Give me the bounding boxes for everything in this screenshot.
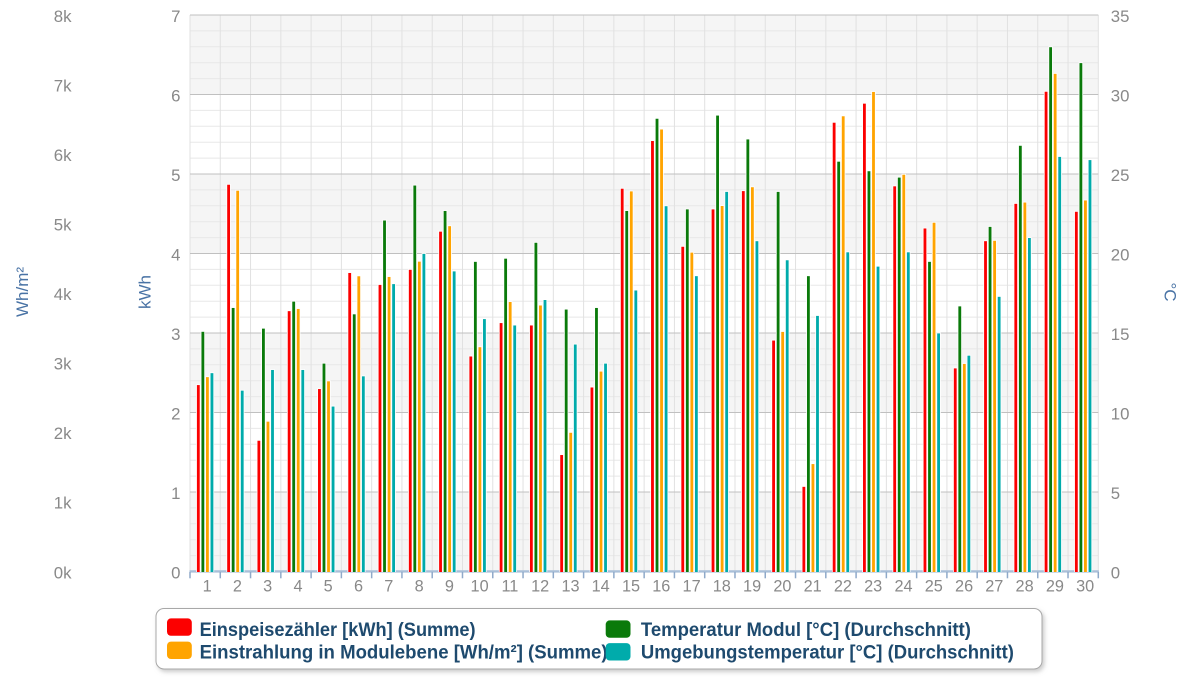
svg-text:Wh/m²: Wh/m² xyxy=(13,267,32,317)
svg-text:5: 5 xyxy=(1111,484,1120,503)
svg-text:0: 0 xyxy=(1111,563,1120,582)
svg-text:4k: 4k xyxy=(54,285,72,304)
svg-text:8: 8 xyxy=(415,578,424,596)
svg-text:15: 15 xyxy=(1111,325,1130,344)
svg-text:1: 1 xyxy=(171,484,180,503)
svg-text:30: 30 xyxy=(1111,86,1130,105)
svg-text:20: 20 xyxy=(1111,245,1130,264)
svg-text:6: 6 xyxy=(354,578,363,596)
svg-text:4: 4 xyxy=(171,245,180,264)
svg-text:3: 3 xyxy=(263,578,272,596)
svg-text:8k: 8k xyxy=(54,7,72,26)
svg-text:18: 18 xyxy=(713,578,731,596)
svg-text:16: 16 xyxy=(652,578,670,596)
svg-text:Einspeisezähler [kWh] (Summe): Einspeisezähler [kWh] (Summe) xyxy=(200,619,476,641)
svg-text:7: 7 xyxy=(171,7,180,26)
svg-text:6k: 6k xyxy=(54,146,72,165)
svg-text:30: 30 xyxy=(1076,578,1094,596)
svg-text:28: 28 xyxy=(1016,578,1034,596)
svg-text:13: 13 xyxy=(561,578,579,596)
svg-text:Temperatur Modul [°C] (Durchsc: Temperatur Modul [°C] (Durchschnitt) xyxy=(641,619,971,641)
svg-text:6: 6 xyxy=(171,86,180,105)
svg-text:0k: 0k xyxy=(54,563,72,582)
svg-text:5: 5 xyxy=(171,166,180,185)
svg-text:15: 15 xyxy=(622,578,640,596)
svg-text:°C: °C xyxy=(1161,282,1180,301)
svg-text:3k: 3k xyxy=(54,355,72,374)
svg-text:2: 2 xyxy=(233,578,242,596)
svg-text:kWh: kWh xyxy=(136,275,155,309)
svg-text:22: 22 xyxy=(834,578,852,596)
svg-text:Einstrahlung in Modulebene [Wh: Einstrahlung in Modulebene [Wh/m²] (Summ… xyxy=(200,641,608,663)
svg-text:17: 17 xyxy=(683,578,701,596)
svg-text:21: 21 xyxy=(804,578,822,596)
svg-text:1k: 1k xyxy=(54,494,72,513)
svg-text:1: 1 xyxy=(203,578,212,596)
svg-text:14: 14 xyxy=(592,578,610,596)
svg-text:7k: 7k xyxy=(54,76,72,95)
svg-text:2k: 2k xyxy=(54,424,72,443)
svg-text:9: 9 xyxy=(445,578,454,596)
svg-text:35: 35 xyxy=(1111,7,1130,26)
svg-text:26: 26 xyxy=(955,578,973,596)
svg-text:2: 2 xyxy=(171,404,180,423)
svg-text:5: 5 xyxy=(324,578,333,596)
svg-text:27: 27 xyxy=(985,578,1003,596)
svg-text:20: 20 xyxy=(773,578,791,596)
svg-text:Umgebungstemperatur [°C] (Durc: Umgebungstemperatur [°C] (Durchschnitt) xyxy=(641,641,1014,663)
svg-text:10: 10 xyxy=(471,578,489,596)
svg-text:29: 29 xyxy=(1046,578,1064,596)
svg-text:5k: 5k xyxy=(54,216,72,235)
svg-text:0: 0 xyxy=(171,563,180,582)
svg-text:7: 7 xyxy=(384,578,393,596)
svg-text:10: 10 xyxy=(1111,404,1130,423)
svg-text:25: 25 xyxy=(925,578,943,596)
svg-text:19: 19 xyxy=(743,578,761,596)
svg-text:25: 25 xyxy=(1111,166,1130,185)
svg-text:24: 24 xyxy=(894,578,912,596)
svg-text:11: 11 xyxy=(501,578,518,596)
svg-text:23: 23 xyxy=(864,578,882,596)
svg-text:3: 3 xyxy=(171,325,180,344)
svg-text:4: 4 xyxy=(293,578,302,596)
svg-text:12: 12 xyxy=(531,578,549,596)
